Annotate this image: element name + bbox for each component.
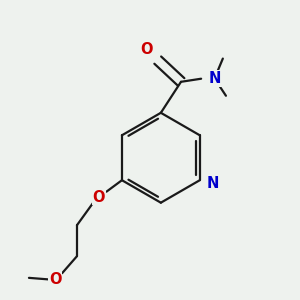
Text: O: O: [49, 272, 61, 287]
Text: N: N: [207, 176, 219, 191]
Text: O: O: [92, 190, 105, 205]
Text: O: O: [141, 42, 153, 57]
Text: N: N: [209, 71, 221, 86]
